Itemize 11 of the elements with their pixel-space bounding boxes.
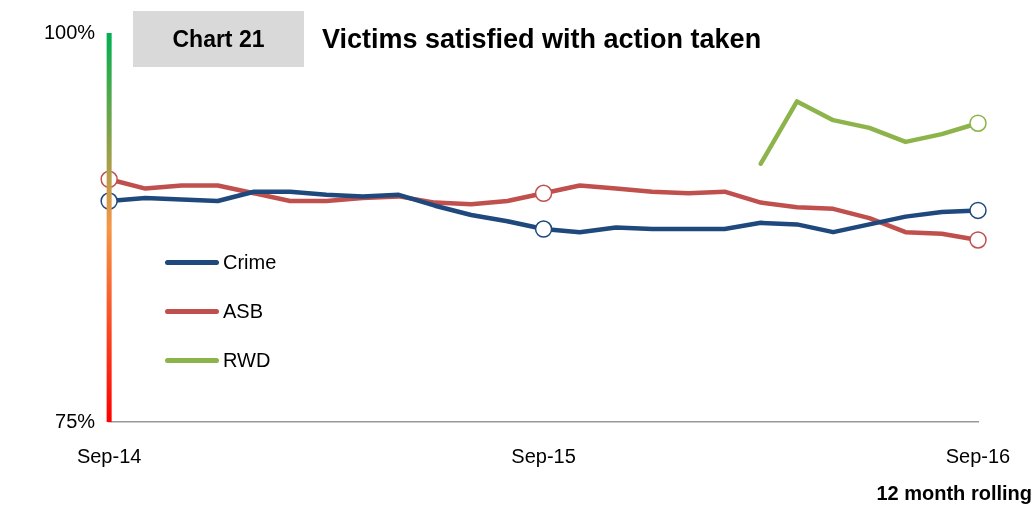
legend-label: RWD — [223, 348, 271, 372]
x-tick-label: Sep-15 — [511, 444, 576, 467]
y-tick-label: 75% — [55, 409, 96, 432]
legend-label: ASB — [223, 299, 264, 323]
y-tick-label: 100% — [44, 20, 96, 43]
chart-title: Victims satisfied with action taken — [322, 24, 762, 55]
x-tick-label: Sep-16 — [945, 444, 1011, 467]
caption-box: Chart 21 — [133, 11, 304, 67]
x-tick-label: Sep-14 — [76, 444, 142, 467]
legend-label: Crime — [223, 250, 277, 274]
x-axis-title: 12 month rolling — [876, 482, 1032, 505]
